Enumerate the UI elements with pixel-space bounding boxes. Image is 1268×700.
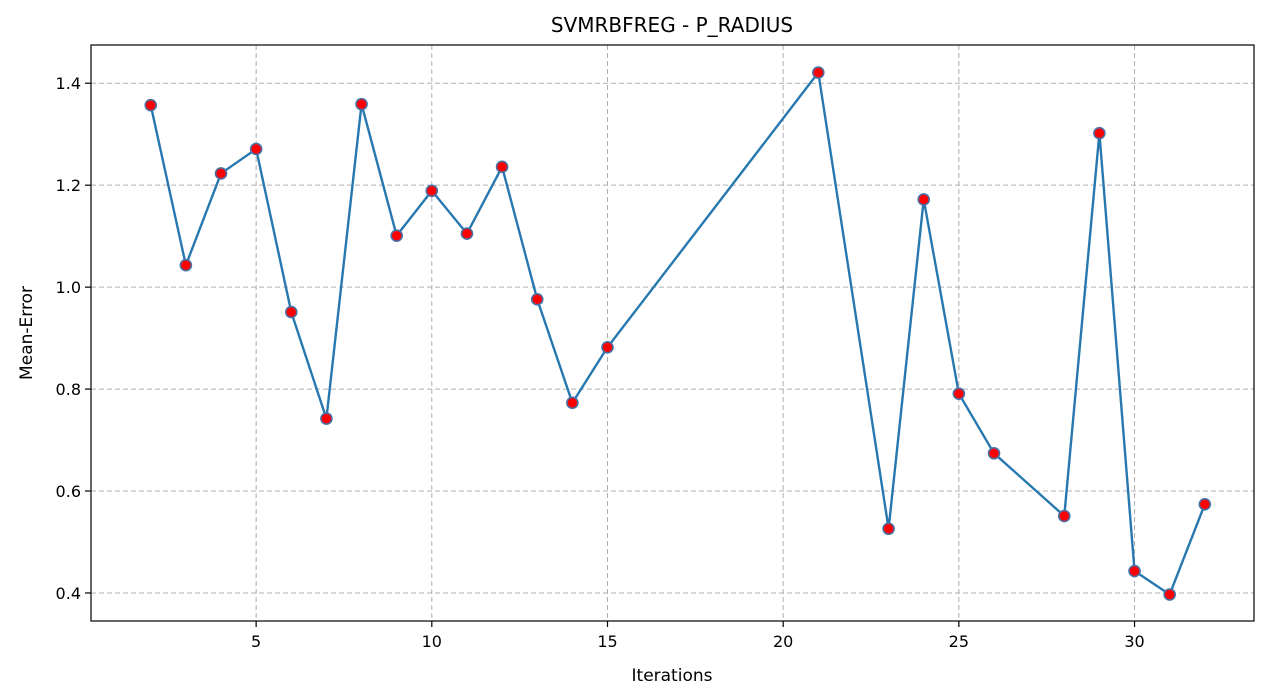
x-tick-label: 20 — [773, 632, 793, 651]
data-point — [144, 98, 158, 112]
data-point — [566, 396, 579, 410]
data-point — [390, 229, 403, 242]
x-tick-label: 5 — [251, 632, 261, 651]
data-point — [812, 66, 825, 79]
data-point — [320, 412, 333, 425]
data-point — [1057, 509, 1071, 523]
data-point — [249, 142, 263, 156]
data-point — [1198, 497, 1212, 511]
x-tick-label: 30 — [1124, 632, 1144, 651]
data-point — [284, 305, 298, 319]
data-point — [987, 446, 1001, 460]
axis-ticks: 5 10 15 20 25 30 0.4 0.6 0.8 1.0 1.2 1.4 — [56, 74, 1145, 651]
data-point — [601, 340, 614, 354]
grid-lines — [91, 45, 1254, 621]
y-axis-label: Mean-Error — [17, 286, 37, 380]
x-tick-label: 15 — [597, 632, 617, 651]
x-tick-label: 25 — [949, 632, 969, 651]
y-tick-label: 1.2 — [56, 176, 81, 195]
series-group — [144, 66, 1212, 601]
y-tick-label: 0.4 — [56, 584, 81, 603]
data-point — [882, 522, 895, 536]
chart-title: SVMRBFREG - P_RADIUS — [551, 13, 793, 37]
x-tick-label: 10 — [422, 632, 442, 651]
data-point — [530, 293, 544, 306]
y-tick-label: 1.0 — [56, 278, 81, 297]
data-point — [214, 167, 228, 180]
series-line — [149, 71, 1206, 596]
x-axis-label: Iterations — [632, 666, 713, 686]
data-point — [917, 193, 931, 206]
data-point — [355, 97, 368, 111]
data-point — [460, 227, 474, 240]
data-point — [179, 258, 193, 272]
plot-frame — [90, 44, 1255, 622]
y-tick-label: 1.4 — [56, 74, 81, 93]
data-point — [952, 387, 966, 400]
data-point — [495, 160, 509, 174]
data-point — [1128, 564, 1141, 578]
data-point — [1163, 588, 1176, 601]
y-tick-label: 0.8 — [56, 380, 81, 399]
data-point — [1093, 126, 1106, 140]
y-tick-label: 0.6 — [56, 482, 81, 501]
data-point — [425, 184, 439, 198]
